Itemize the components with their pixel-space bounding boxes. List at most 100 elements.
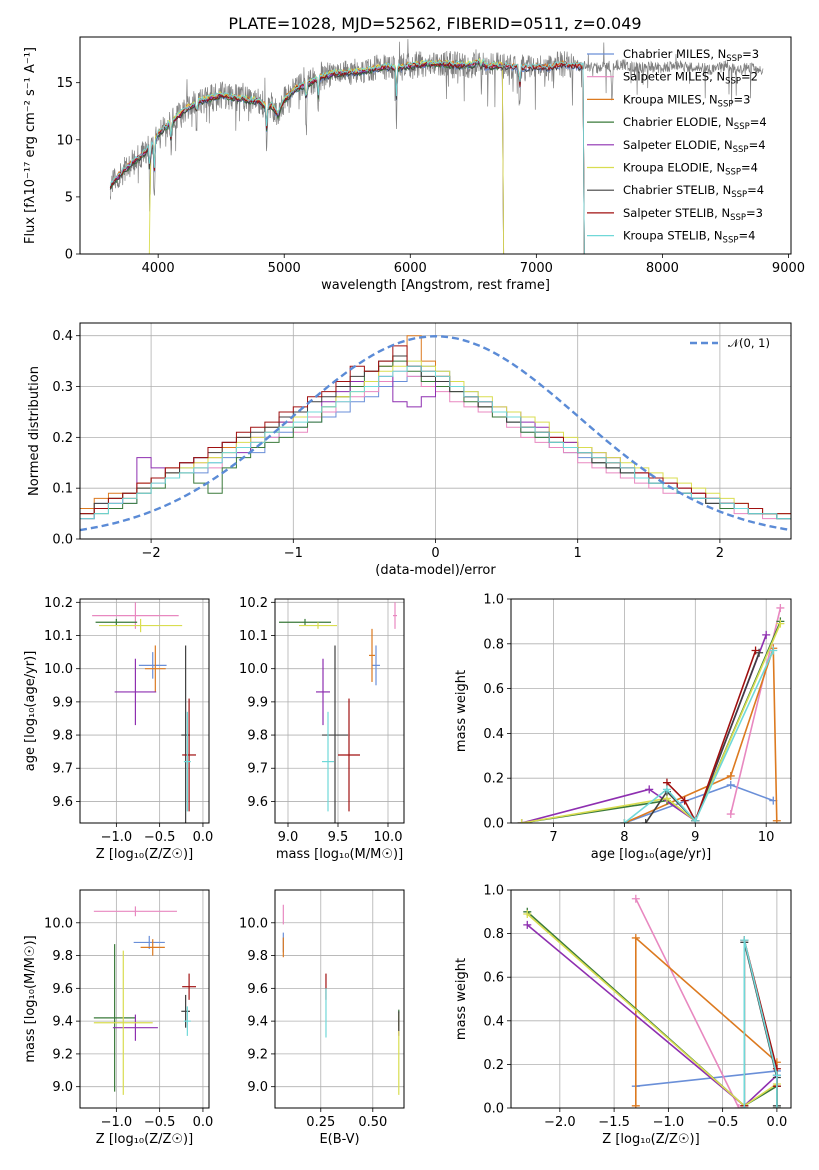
weight-marker — [751, 646, 760, 655]
errorbar-point-kroupa-elodie — [93, 950, 153, 1095]
axes-frame — [79, 889, 210, 1109]
axes-frame — [79, 322, 792, 540]
y-axis-label: mass [log₁₀(M/M☉)] — [23, 935, 38, 1062]
weight-series-kroupa-stelib — [620, 646, 778, 823]
legend-subscript: SSP — [718, 99, 734, 109]
legend-tail: =3 — [733, 92, 750, 106]
y-tick-label: 9.6 — [247, 982, 268, 997]
y-tick-label: 9.6 — [52, 982, 73, 997]
errorbar-point-salpeter-elodie — [112, 1014, 158, 1041]
weight-series-salpeter-elodie — [523, 920, 781, 1108]
x-tick-label: −2 — [142, 546, 161, 561]
weight-marker — [776, 603, 785, 612]
weight-line — [645, 652, 760, 823]
weight-series-chabrier-elodie — [517, 617, 785, 823]
grid-lines — [80, 890, 209, 1108]
x-tick-label: 10 — [758, 830, 775, 845]
model-spectrum-salpeter-elodie — [109, 57, 791, 254]
y-axis-label: Normed distribution — [27, 366, 42, 496]
weight-line — [635, 1070, 778, 1108]
legend-subscript: SSP — [730, 213, 746, 223]
errorbar-point-chabrier-stelib — [181, 994, 190, 1028]
y-axis-label: Flux [fλ10⁻¹⁷ erg cm⁻² s⁻¹ A⁻¹] — [23, 47, 38, 244]
normal-curve — [80, 334, 791, 532]
x-tick-label: 7000 — [520, 261, 553, 276]
legend-label: 𝒩(0, 1) — [728, 336, 770, 350]
legend-tail: =4 — [747, 183, 764, 197]
x-axis-label: Z [log₁₀(Z/Z☉)] — [602, 1132, 699, 1147]
legend-tail: =4 — [741, 161, 758, 175]
x-tick-label: 7 — [549, 830, 557, 845]
x-tick-label: −1 — [284, 546, 303, 561]
plot-area — [523, 894, 781, 1108]
x-tick-label: 0.50 — [358, 1115, 387, 1130]
y-tick-label: 9.4 — [52, 1015, 73, 1030]
weight-marker — [523, 920, 532, 929]
legend-label: Chabrier MILES, NSSP=3 — [623, 47, 759, 64]
legend-tail: =4 — [738, 229, 755, 243]
weight-line — [526, 911, 778, 1108]
x-tick-label: 4000 — [142, 261, 175, 276]
plot-area — [93, 906, 197, 1095]
weight-marker — [726, 810, 735, 819]
model-spectrum-kroupa-stelib — [109, 58, 791, 254]
y-tick-label: 9.9 — [52, 695, 73, 710]
weight-marker — [772, 1104, 781, 1108]
weight-series-salpeter-elodie — [517, 630, 771, 823]
weight-marker — [691, 816, 700, 823]
errorbar-point-salpeter-miles — [393, 602, 397, 629]
errorbar-point-kroupa-elodie — [299, 622, 337, 629]
legend-tail: =4 — [749, 138, 766, 152]
legend-label: Salpeter ELODIE, NSSP=4 — [623, 138, 766, 155]
plot-area — [109, 39, 791, 254]
errorbar-point-kroupa-elodie — [99, 618, 183, 633]
model-spectrum-kroupa-elodie — [110, 57, 791, 254]
y-tick-label: 0.8 — [483, 637, 504, 652]
panel-weight_vs_age: 7 8 9 10 0.0 0.2 0.4 0.6 0.8 1.0 age [log₁₀(age/yr… — [454, 593, 792, 862]
legend-subscript: SSP — [725, 77, 741, 87]
weight-marker — [662, 794, 671, 803]
weight-marker — [726, 780, 735, 789]
errorbar-point-kroupa-miles — [140, 939, 165, 956]
weight-line — [521, 623, 782, 823]
x-tick-label: 0.0 — [193, 830, 214, 845]
weight-line — [635, 898, 740, 1108]
observed-spectrum — [109, 39, 764, 212]
y-tick-label: 9.8 — [247, 729, 268, 744]
plot-area — [80, 334, 791, 539]
legend-label: Chabrier ELODIE, NSSP=4 — [623, 115, 767, 132]
x-tick-label: 8 — [620, 830, 628, 845]
panel-mass_vs_Z: −1.0 −0.5 0.0 9.0 9.2 9.4 9.6 9.8 10.0 Z [log₁₀(Z… — [23, 889, 213, 1147]
x-tick-label: 0.25 — [306, 1115, 335, 1130]
weight-line — [526, 913, 778, 1108]
y-tick-label: 10 — [56, 133, 73, 148]
legend-subscript: SSP — [734, 122, 750, 132]
y-tick-label: 0.4 — [52, 329, 73, 344]
weight-marker — [662, 778, 671, 787]
model-spectrum-chabrier-stelib — [109, 62, 791, 254]
legend-tail: =2 — [741, 70, 758, 84]
y-tick-label: 10.0 — [44, 916, 73, 931]
y-tick-label: 9.0 — [52, 1080, 73, 1095]
panel-age_vs_mass: 9.0 9.5 10.0 9.6 9.7 9.8 9.9 10.0 10.1 10.2 mass [… — [239, 596, 405, 862]
legend-label: Salpeter STELIB, NSSP=3 — [623, 206, 763, 223]
weight-marker — [517, 819, 526, 823]
y-tick-label: 5 — [65, 190, 73, 205]
plot-area — [517, 603, 785, 823]
y-tick-label: 1.0 — [483, 884, 504, 899]
weight-series-kroupa-stelib — [740, 936, 781, 1108]
legend-subscript: SSP — [723, 236, 739, 246]
grid-lines — [80, 323, 791, 540]
weight-marker — [769, 646, 778, 655]
axes-frame — [79, 36, 792, 255]
grid-lines — [511, 889, 791, 1109]
weight-marker — [680, 796, 689, 805]
histogram-kroupa-elodie — [80, 360, 791, 539]
y-tick-label: 9.2 — [247, 1047, 268, 1062]
legend-subscript: SSP — [726, 54, 742, 64]
weight-series-salpeter-miles — [631, 894, 743, 1108]
y-axis-label: mass weight — [454, 958, 469, 1040]
errorbar-point-salpeter-elodie — [114, 658, 157, 726]
y-tick-label: 9.9 — [247, 695, 268, 710]
